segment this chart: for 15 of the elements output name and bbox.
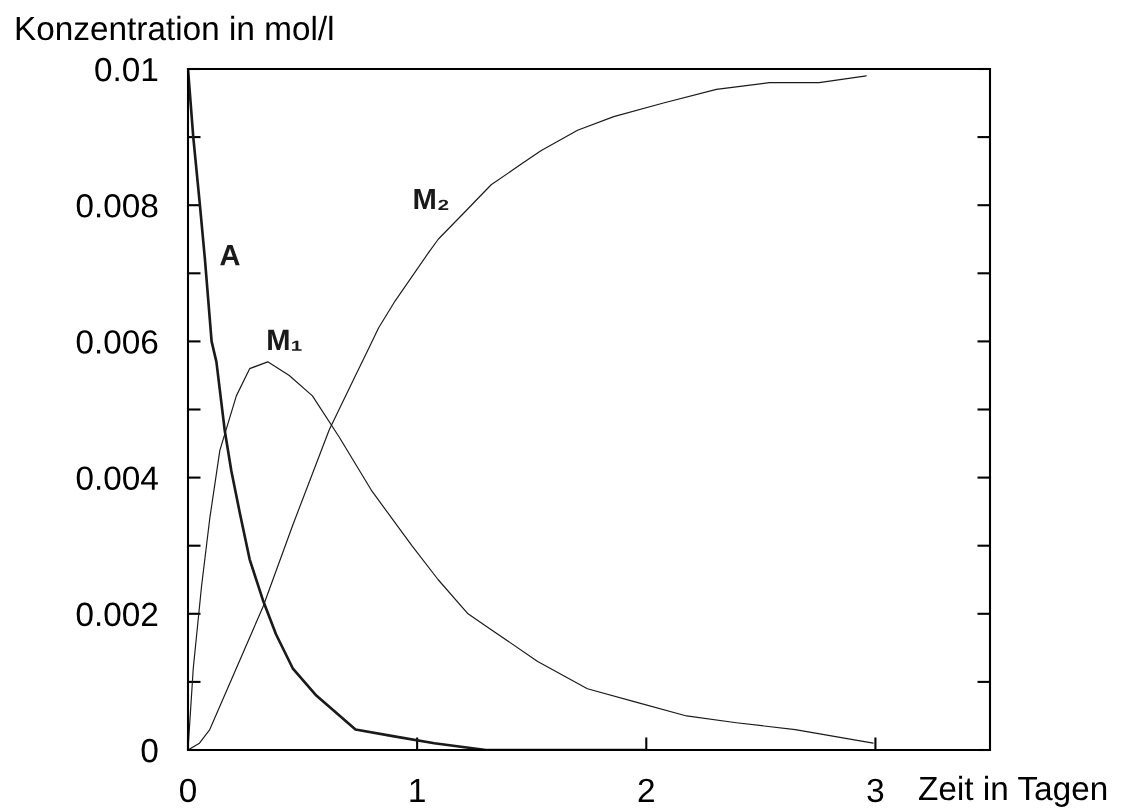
x-tick-label: 3 bbox=[867, 778, 884, 803]
series-label: M₁ bbox=[268, 329, 302, 351]
x-axis-title: Zeit in Tagen bbox=[919, 775, 1107, 807]
x-tick-label: 1 bbox=[410, 779, 425, 802]
series-label: M₂ bbox=[414, 188, 449, 210]
y-tick-label: 0.008 bbox=[76, 194, 158, 218]
y-tick-label: 0 bbox=[141, 738, 158, 763]
y-tick-label: 0.002 bbox=[76, 602, 158, 627]
y-tick-label: 0.004 bbox=[76, 466, 158, 491]
x-tick-label: 0 bbox=[180, 778, 196, 803]
y-axis-title: Konzentration in mol/l bbox=[16, 15, 333, 41]
x-tick-label: 2 bbox=[638, 778, 654, 802]
y-tick-label: 0.01 bbox=[95, 57, 158, 82]
y-tick-label: 0.006 bbox=[76, 330, 158, 354]
series-label: A bbox=[220, 245, 240, 266]
